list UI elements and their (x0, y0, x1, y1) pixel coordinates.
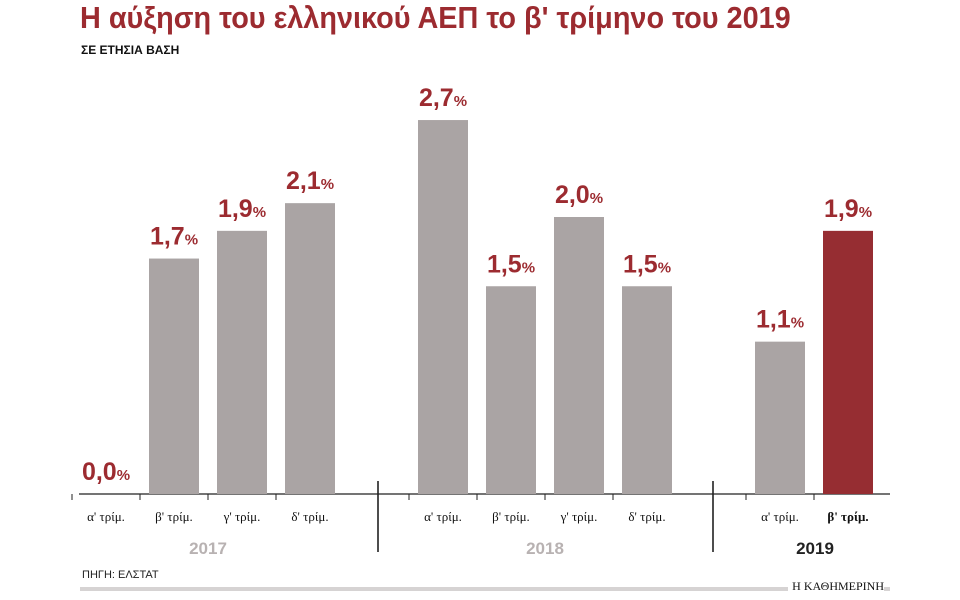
value-label-2018-q1: 2,7% (419, 84, 467, 112)
publisher-brand: Η ΚΑΘΗΜΕΡΙΝΗ (788, 579, 884, 594)
category-label-2018-q2: β' τρίμ. (492, 509, 530, 524)
value-label-2018-q3: 2,0% (555, 181, 603, 209)
bar-2018-q4 (622, 286, 672, 494)
category-label-2018-q1: α' τρίμ. (424, 509, 462, 524)
category-label-2019-q2: β' τρίμ. (827, 509, 868, 524)
category-label-2018-q3: γ' τρίμ. (560, 509, 598, 524)
category-label-2018-q4: δ' τρίμ. (628, 509, 665, 524)
category-label-2017-q1: α' τρίμ. (87, 509, 125, 524)
year-label-2018: 2018 (526, 539, 564, 558)
value-label-2018-q2: 1,5% (487, 250, 535, 278)
bar-2018-q3 (554, 217, 604, 494)
chart-title: Η αύξηση του ελληνικού ΑΕΠ το β' τρίμηνο… (80, 0, 791, 35)
bar-2019-q1 (755, 341, 805, 494)
category-label-2017-q2: β' τρίμ. (155, 509, 193, 524)
bar-2017-q4 (285, 203, 335, 494)
value-label-2017-q2: 1,7% (150, 223, 198, 251)
year-label-2019: 2019 (796, 539, 834, 558)
value-label-2017-q3: 1,9% (218, 195, 266, 223)
value-label-2019-q2: 1,9% (824, 195, 872, 223)
bar-2018-q1 (418, 120, 468, 495)
bar-2018-q2 (486, 286, 536, 494)
bar-2017-q3 (217, 230, 267, 494)
year-label-2017: 2017 (189, 539, 227, 558)
bar-2019-q2 (823, 230, 873, 494)
value-label-2019-q1: 1,1% (756, 306, 804, 334)
value-label-2017-q1: 0,0% (82, 458, 130, 486)
category-label-2017-q3: γ' τρίμ. (223, 509, 261, 524)
value-label-2017-q4: 2,1% (286, 167, 334, 195)
chart-subtitle: ΣΕ ΕΤΗΣΙΑ ΒΑΣΗ (81, 43, 180, 57)
bar-2017-q2 (149, 258, 199, 494)
value-label-2018-q4: 1,5% (623, 250, 671, 278)
category-label-2017-q4: δ' τρίμ. (291, 509, 328, 524)
footer-rule (80, 587, 890, 591)
source-note: ΠΗΓΗ: ΕΛΣΤΑΤ (82, 569, 159, 581)
category-label-2019-q1: α' τρίμ. (761, 509, 799, 524)
